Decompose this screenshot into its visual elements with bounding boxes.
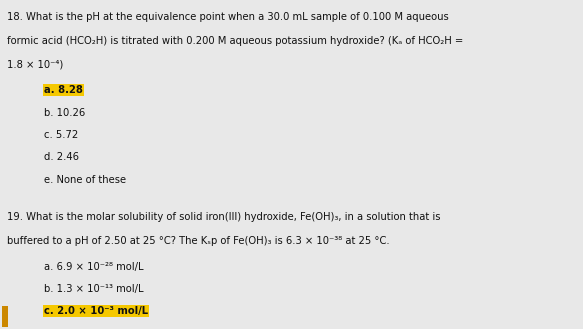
Text: formic acid (HCO₂H) is titrated with 0.200 M aqueous potassium hydroxide? (Kₐ of: formic acid (HCO₂H) is titrated with 0.2…	[7, 36, 463, 45]
Text: c. 2.0 × 10⁻³ mol/L: c. 2.0 × 10⁻³ mol/L	[44, 306, 148, 316]
Text: a. 8.28: a. 8.28	[44, 85, 83, 95]
Text: 1.8 × 10⁻⁴): 1.8 × 10⁻⁴)	[7, 60, 63, 69]
Text: e. None of these: e. None of these	[44, 175, 126, 185]
Text: c. 5.72: c. 5.72	[44, 130, 78, 140]
FancyBboxPatch shape	[2, 306, 8, 327]
Text: d. 2.46: d. 2.46	[44, 152, 79, 162]
Text: buffered to a pH of 2.50 at 25 °C? The Kₛp of Fe(OH)₃ is 6.3 × 10⁻³⁸ at 25 °C.: buffered to a pH of 2.50 at 25 °C? The K…	[7, 236, 389, 246]
Text: a. 6.9 × 10⁻²⁸ mol/L: a. 6.9 × 10⁻²⁸ mol/L	[44, 262, 143, 271]
Text: b. 1.3 × 10⁻¹³ mol/L: b. 1.3 × 10⁻¹³ mol/L	[44, 284, 143, 294]
Text: b. 10.26: b. 10.26	[44, 108, 85, 117]
Text: 19. What is the molar solubility of solid iron(III) hydroxide, Fe(OH)₃, in a sol: 19. What is the molar solubility of soli…	[7, 212, 441, 222]
Text: 18. What is the pH at the equivalence point when a 30.0 mL sample of 0.100 M aqu: 18. What is the pH at the equivalence po…	[7, 12, 449, 21]
